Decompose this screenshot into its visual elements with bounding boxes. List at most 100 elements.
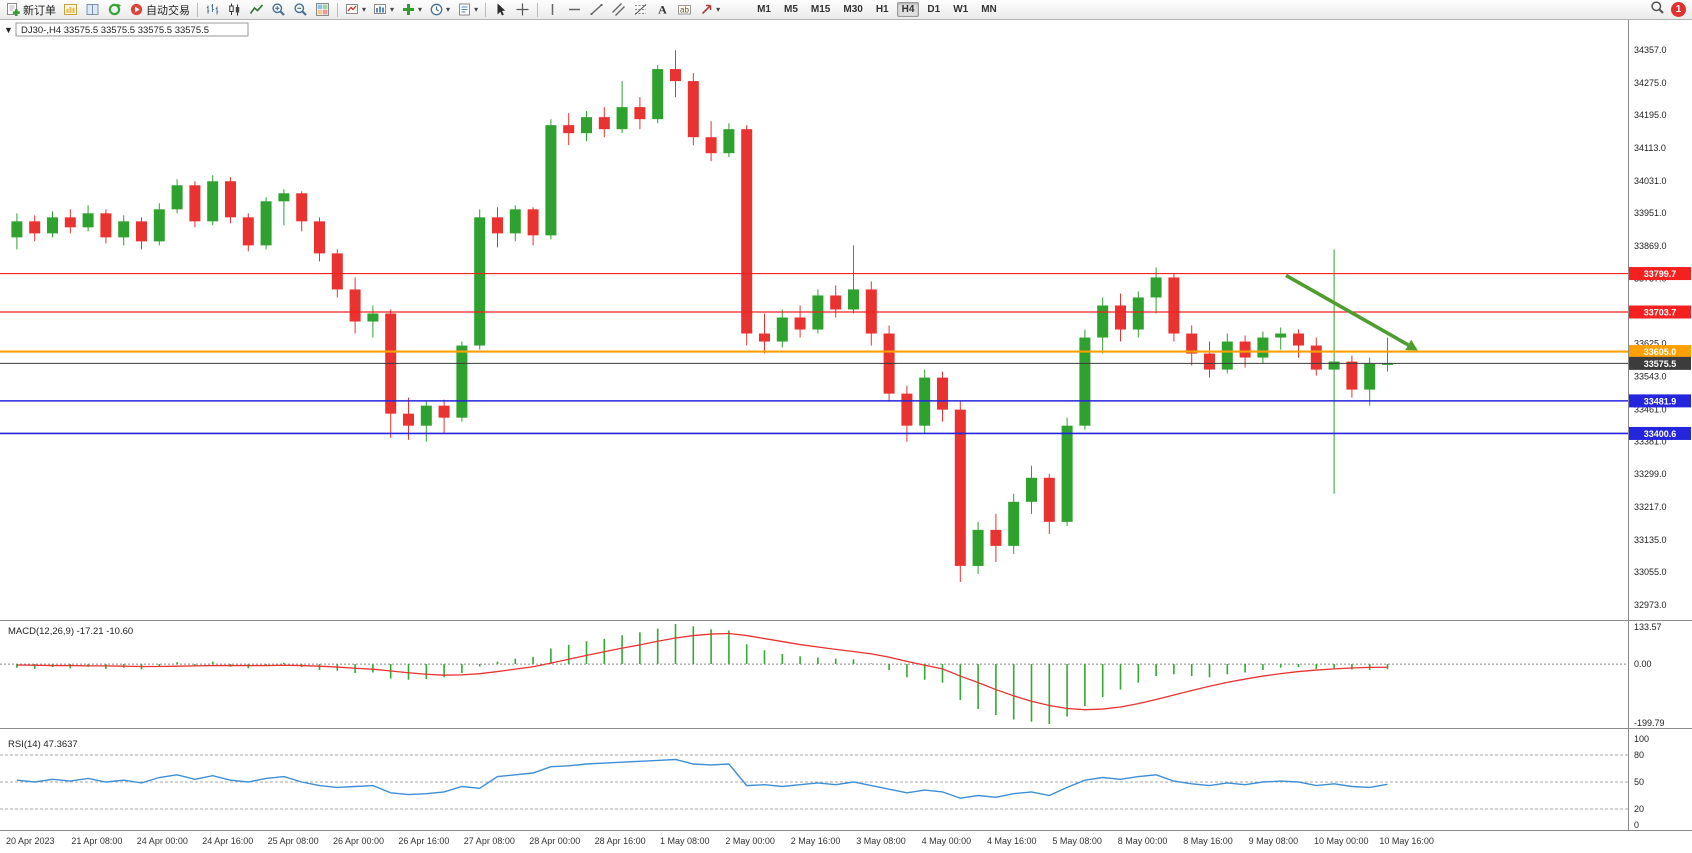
chart-area[interactable]: 34357.0 34275.0 34195.0 34113.0 34031.0 33951… bbox=[0, 20, 1692, 853]
price-tag bbox=[1629, 426, 1691, 440]
linechart-icon bbox=[249, 2, 264, 17]
book-icon bbox=[85, 2, 100, 17]
price-tag-label: 33481.9 bbox=[1644, 396, 1677, 406]
rsi-axis-label: 50 bbox=[1634, 777, 1644, 787]
time-axis-label[interactable]: 26 Apr 16:00 bbox=[398, 836, 449, 846]
time-axis-label[interactable]: 28 Apr 16:00 bbox=[595, 836, 646, 846]
zoom-out-button[interactable] bbox=[290, 1, 311, 19]
time-axis-label[interactable]: 8 May 16:00 bbox=[1183, 836, 1233, 846]
time-axis-label[interactable]: 21 Apr 08:00 bbox=[71, 836, 122, 846]
candle-body bbox=[972, 529, 984, 566]
market-watch-button[interactable] bbox=[60, 1, 81, 19]
candle-body bbox=[278, 193, 290, 202]
candle-body bbox=[509, 209, 521, 234]
candle-body bbox=[64, 217, 76, 228]
candle-body bbox=[171, 185, 183, 210]
candle-body bbox=[527, 209, 539, 236]
auto-trading-button[interactable]: 自动交易 bbox=[126, 1, 193, 19]
chart-collapse-icon[interactable]: ▼ bbox=[4, 25, 13, 35]
time-axis-label[interactable]: 3 May 08:00 bbox=[856, 836, 906, 846]
trendline-button[interactable] bbox=[586, 1, 607, 19]
time-axis-label[interactable]: 24 Apr 00:00 bbox=[137, 836, 188, 846]
arrows-icon bbox=[699, 2, 714, 17]
zoom-in-button[interactable] bbox=[268, 1, 289, 19]
time-axis-label[interactable]: 28 Apr 00:00 bbox=[529, 836, 580, 846]
candle-body bbox=[153, 209, 165, 242]
dropdown-caret-icon: ▾ bbox=[716, 4, 721, 14]
timeframe-button-m30[interactable]: M30 bbox=[843, 4, 863, 15]
timeframe-button-w1[interactable]: W1 bbox=[953, 4, 969, 15]
tile-windows-button[interactable] bbox=[312, 1, 333, 19]
candle-body bbox=[901, 393, 913, 426]
channel-button[interactable] bbox=[608, 1, 629, 19]
fibonacci-button[interactable] bbox=[630, 1, 651, 19]
bars-icon bbox=[205, 2, 220, 17]
time-axis-label[interactable]: 10 May 00:00 bbox=[1314, 836, 1369, 846]
refresh-icon bbox=[107, 2, 122, 17]
time-axis-label[interactable]: 26 Apr 00:00 bbox=[333, 836, 384, 846]
rsi-axis-label: 0 bbox=[1634, 820, 1639, 830]
time-axis-label[interactable]: 4 May 16:00 bbox=[987, 836, 1037, 846]
time-axis-label[interactable]: 24 Apr 16:00 bbox=[202, 836, 253, 846]
time-axis-label[interactable]: 4 May 00:00 bbox=[922, 836, 972, 846]
candlestick-chart-button[interactable] bbox=[224, 1, 245, 19]
candle-body bbox=[705, 137, 717, 154]
candle-body bbox=[225, 181, 236, 218]
timeframe-button-d1[interactable]: D1 bbox=[927, 4, 941, 15]
time-axis-label[interactable]: 2 May 00:00 bbox=[725, 836, 775, 846]
new-order-button[interactable]: 新订单 bbox=[3, 1, 59, 19]
text-label-button[interactable]: ab bbox=[674, 1, 695, 19]
time-axis-label[interactable]: 8 May 00:00 bbox=[1118, 836, 1168, 846]
tile-icon bbox=[315, 2, 330, 17]
timeframe-button-h4[interactable]: H4 bbox=[896, 2, 920, 17]
indicators-button[interactable]: ▾ bbox=[398, 1, 425, 19]
templates-button[interactable]: ▾ bbox=[454, 1, 481, 19]
candle-body bbox=[545, 125, 557, 236]
toolbar-separator bbox=[197, 2, 198, 17]
periods-button[interactable]: ▾ bbox=[426, 1, 453, 19]
price-tag bbox=[1629, 267, 1691, 281]
candles-icon bbox=[227, 2, 242, 17]
candle-body bbox=[1257, 337, 1269, 358]
line-chart-button[interactable] bbox=[246, 1, 267, 19]
horizontal-line-button[interactable] bbox=[564, 1, 585, 19]
search-icon[interactable] bbox=[1650, 0, 1665, 20]
refresh-button[interactable] bbox=[104, 1, 125, 19]
time-axis-label[interactable]: 20 Apr 2023 bbox=[6, 836, 55, 846]
candle-body bbox=[1061, 425, 1073, 522]
cursor-button[interactable] bbox=[490, 1, 511, 19]
fibo-icon bbox=[633, 2, 648, 17]
time-axis-label[interactable]: 1 May 08:00 bbox=[660, 836, 710, 846]
text-button[interactable]: A bbox=[652, 1, 673, 19]
timeframe-button-mn[interactable]: MN bbox=[981, 4, 997, 15]
time-axis-label[interactable]: 25 Apr 08:00 bbox=[268, 836, 319, 846]
candle-body bbox=[349, 289, 361, 322]
time-axis-label[interactable]: 5 May 08:00 bbox=[1052, 836, 1102, 846]
time-axis-label[interactable]: 9 May 08:00 bbox=[1249, 836, 1299, 846]
trend-arrow-head[interactable] bbox=[1405, 339, 1418, 351]
data-window-button[interactable] bbox=[82, 1, 103, 19]
timeframe-button-m5[interactable]: M5 bbox=[784, 4, 798, 15]
candle-body bbox=[616, 107, 628, 130]
candle-body bbox=[314, 221, 325, 254]
profiles-button[interactable]: ▾ bbox=[370, 1, 397, 19]
timeframe-button-m1[interactable]: M1 bbox=[757, 4, 771, 15]
bar-chart-button[interactable] bbox=[202, 1, 223, 19]
time-axis-label[interactable]: 2 May 16:00 bbox=[791, 836, 841, 846]
vertical-line-button[interactable] bbox=[542, 1, 563, 19]
time-axis-label[interactable]: 27 Apr 08:00 bbox=[464, 836, 515, 846]
price-axis-label: 33543.0 bbox=[1634, 371, 1667, 381]
candle-body bbox=[11, 221, 23, 238]
crosshair-button[interactable] bbox=[512, 1, 533, 19]
candle-body bbox=[990, 529, 1002, 546]
new-chart-button[interactable]: ▾ bbox=[342, 1, 369, 19]
timeframe-button-m15[interactable]: M15 bbox=[810, 4, 831, 15]
notifications-badge[interactable]: 1 bbox=[1671, 2, 1686, 17]
svg-text:A: A bbox=[658, 3, 667, 17]
candle-body bbox=[438, 405, 450, 418]
time-axis-label[interactable]: 10 May 16:00 bbox=[1379, 836, 1434, 846]
arrows-button[interactable]: ▾ bbox=[696, 1, 723, 19]
candle-body bbox=[723, 129, 735, 154]
trend-arrow-line[interactable] bbox=[1285, 273, 1410, 347]
timeframe-button-h1[interactable]: H1 bbox=[875, 4, 889, 15]
